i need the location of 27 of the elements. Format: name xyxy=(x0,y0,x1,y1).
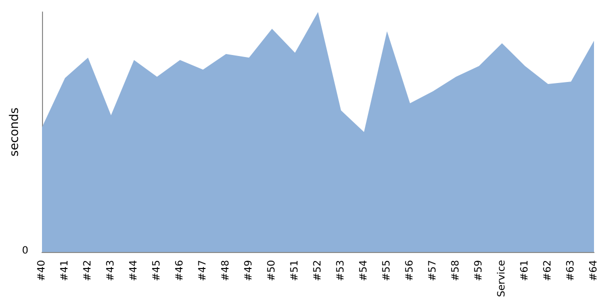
x-tick-label: #50 xyxy=(266,260,278,282)
x-tick-label: #55 xyxy=(382,260,392,282)
x-tick-label: #43 xyxy=(106,260,116,282)
x-tick-label: #40 xyxy=(36,260,48,282)
x-tick-label: Service xyxy=(496,260,508,297)
x-tick-label: #57 xyxy=(428,260,438,282)
x-tick-label: #59 xyxy=(474,260,484,282)
x-tick-label: #62 xyxy=(542,260,554,282)
x-tick-label: #56 xyxy=(404,260,416,282)
x-tick-label: #49 xyxy=(244,260,254,282)
x-tick-label: #58 xyxy=(450,260,462,282)
y-axis-title: seconds xyxy=(7,107,21,157)
text: 0 xyxy=(22,246,28,256)
x-tick-label: #61 xyxy=(520,260,530,282)
x-tick-label: #48 xyxy=(220,260,232,282)
x-tick-label: #51 xyxy=(290,260,300,282)
x-tick-label: #54 xyxy=(358,260,370,282)
x-tick-label: #63 xyxy=(566,260,576,282)
x-tick-label: #52 xyxy=(312,260,324,282)
x-tick-label: #64 xyxy=(588,260,600,282)
x-tick-label: #47 xyxy=(198,260,208,282)
x-tick-label: #44 xyxy=(128,260,140,282)
x-tick-label: #42 xyxy=(82,260,94,282)
x-tick-label: #53 xyxy=(336,260,346,282)
x-tick-label: #46 xyxy=(174,260,186,282)
x-tick-label: #45 xyxy=(152,260,162,282)
x-tick-label: #41 xyxy=(60,260,70,282)
